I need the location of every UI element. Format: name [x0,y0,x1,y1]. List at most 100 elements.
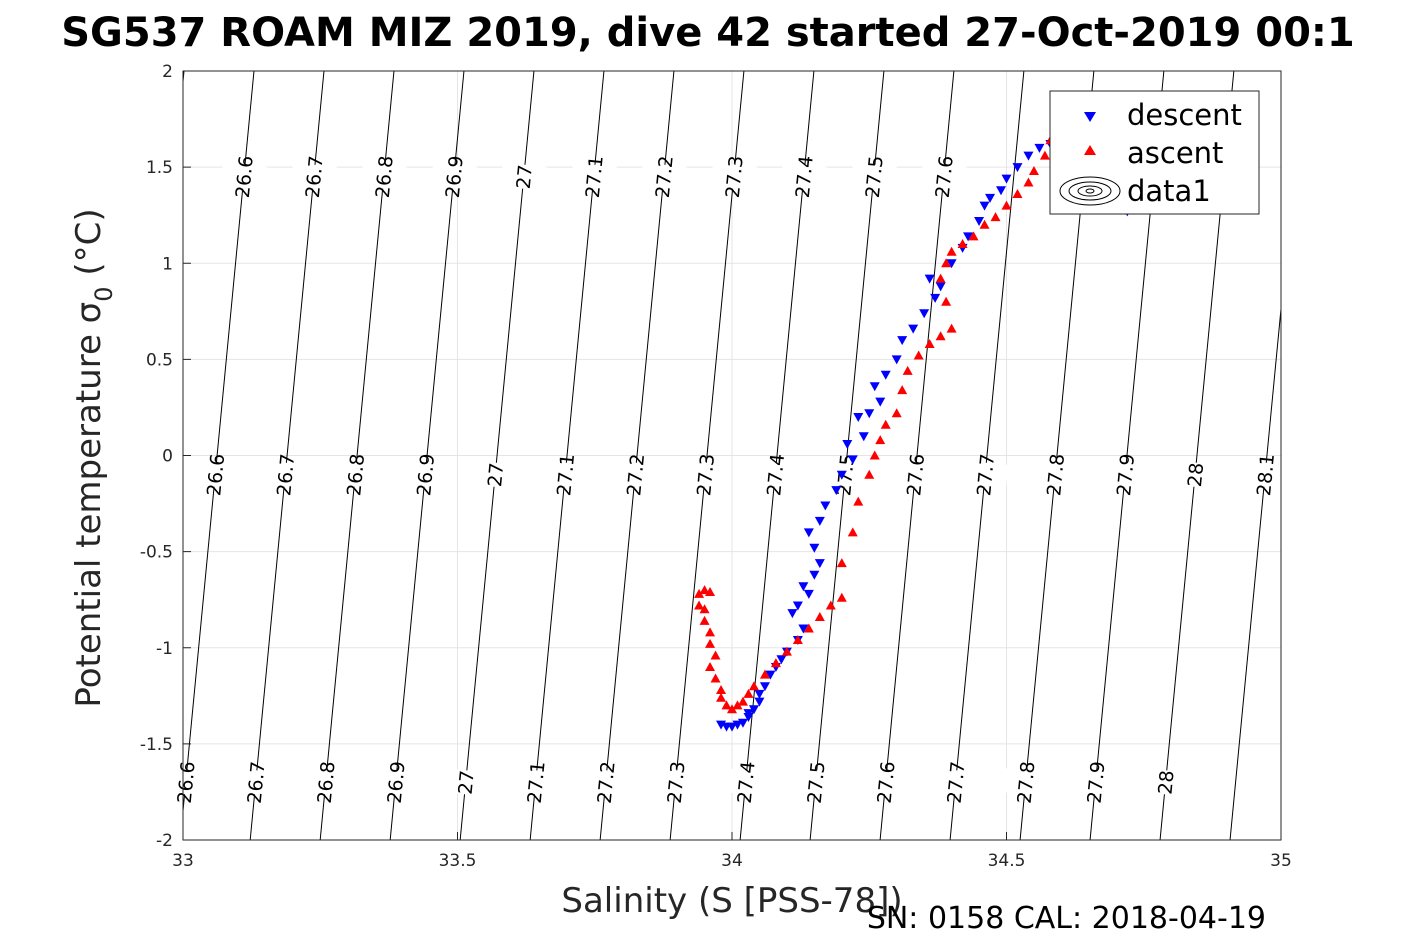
legend-descent-marker [1084,112,1096,122]
isopycnal-line [319,71,395,840]
descent-point [946,259,957,269]
ascent-point [853,496,864,506]
x-tick-label: 33 [172,851,194,871]
isopycnal-line [1300,71,1374,840]
ascent-point [814,611,825,621]
isopycnal-label: 27.3 [722,155,748,199]
ascent-point [957,239,968,249]
isopycnal-label-bg [1172,460,1219,489]
isopycnal-label: 26.7 [302,155,328,199]
descent-point [754,697,765,707]
ascent-point [924,338,935,348]
isopycnal-label-bg [500,162,547,191]
ascent-point [941,296,952,306]
descent-point [880,370,891,380]
isopycnal-label: 27.2 [623,453,649,497]
ascent-point [721,700,732,710]
ascent-point [694,600,705,610]
descent-point [820,501,831,511]
descent-point [858,432,869,442]
y-tick-label: 0 [162,447,173,467]
isopycnal-label-bg [1032,460,1079,489]
legend-ascent-label: ascent [1127,136,1223,170]
isopycnal-label-bg [1072,768,1119,797]
descent-point [974,216,985,226]
isopycnal-label-bg [472,460,519,489]
isopycnal-label: 27.7 [944,760,970,804]
ascent-point [847,527,858,537]
x-axis-title: Salinity (S [PSS-78]) [561,881,902,921]
isopycnal-label-bg [570,162,617,191]
isopycnal-label: 28 [1184,462,1208,488]
ascent-point [891,408,902,418]
isopycnal-label: 27.3 [664,760,690,804]
isopycnal-label-bg [442,768,489,797]
descent-point [908,324,919,334]
legend-data1-contour-icon [1059,176,1121,206]
ascent-point [732,700,743,710]
isopycnal-label-bg [710,162,757,191]
descent-point [743,709,754,719]
descent-point [1012,163,1023,173]
descent-point [814,559,825,569]
descent-point [754,689,765,699]
isopycnal-label: 27.6 [874,760,900,804]
isopycnal-label-bg [232,768,279,797]
isopycnal-label: 27.1 [524,760,550,804]
ascent-point [1001,200,1012,210]
ascent-point [705,627,716,637]
descent-point [727,722,737,732]
ascent-point [705,661,716,671]
legend: descent ascent data1 [1049,90,1260,215]
isopycnal-label: 27.4 [792,155,818,199]
isopycnal-contours [183,71,1374,840]
ascent-point [743,688,754,698]
isopycnal-line [249,71,325,840]
ascent-point [748,681,759,691]
isopycnal-line [183,71,255,816]
axes: 33 33.5 34 34.5 35 2 1.5 1 0.5 0 -0.5 -1 -1.5 -2 [140,62,1292,871]
descent-point [919,309,930,319]
isopycnal-label: 27.7 [973,453,999,497]
y-axis-title-sigma: σ [69,302,109,324]
legend-box [1049,90,1260,215]
isopycnal-line [459,71,535,840]
isopycnal-line [809,71,885,840]
descent-point [875,397,886,407]
isopycnal-label-bg [1142,768,1189,797]
isopycnal-label: 27.2 [594,760,620,804]
ascent-point [979,219,990,229]
ascent-point [803,623,814,633]
isopycnal-label-bg [752,460,799,489]
isopycnal-label-bg [962,460,1009,489]
descent-point [759,682,770,692]
isopycnal-label: 26.8 [314,760,340,804]
isopycnal-label-bg [652,768,699,797]
ascent-point [836,592,847,602]
isopycnal-label: 26.9 [413,453,439,497]
y-tick-label: 0.5 [146,350,173,370]
y-axis-title-unit: (°C) [69,208,109,286]
ascent-point [941,258,952,268]
ascent-point [716,692,727,702]
ascent-point [836,558,847,568]
isopycnal-label: 28.1 [1253,453,1279,497]
descent-point [1023,151,1034,161]
ascent-point [946,246,957,256]
y-axis-title-subscript: 0 [90,286,118,301]
descent-point [776,655,787,665]
isopycnal-label-bg [302,768,349,797]
descent-point [814,516,825,526]
isopycnal-label: 27.9 [1084,760,1110,804]
isopycnal-label-bg [430,162,477,191]
isopycnal-label-bg [192,460,239,489]
descent-point [963,232,974,242]
y-axis-title-main: Potential temperature [69,323,109,707]
isopycnal-label-bg [612,460,659,489]
isopycnal-label-bg [402,460,449,489]
ascent-point [781,646,792,656]
isopycnal-label-bg [682,460,729,489]
isopycnal-label: 26.6 [203,453,229,497]
isopycnal-label-bg [360,162,407,191]
isopycnal-label: 27.4 [734,760,760,804]
